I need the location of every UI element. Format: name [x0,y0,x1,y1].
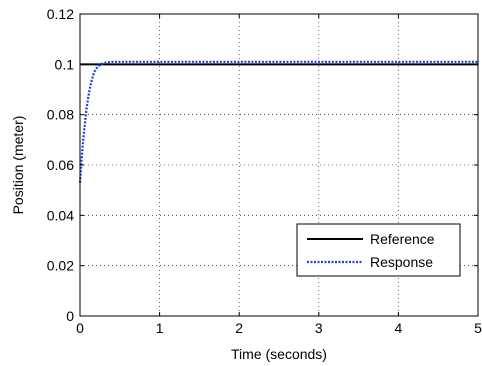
ticks: 0 1 2 3 4 5 0 0.02 0.04 0.06 0.08 0.1 0.12 [47,6,482,336]
legend: Reference Response [296,223,461,277]
y-tick-label: 0.02 [47,258,74,274]
y-tick-label: 0 [66,308,74,324]
y-axis-label: Position (meter) [10,116,26,215]
x-tick-label: 5 [474,320,482,336]
legend-label-reference: Reference [370,231,435,247]
legend-box [296,223,461,277]
x-tick-label: 1 [156,320,164,336]
x-axis-label: Time (seconds) [231,346,327,362]
x-tick-label: 0 [76,320,84,336]
y-tick-label: 0.04 [47,207,74,223]
x-tick-label: 4 [395,320,403,336]
series-line-response [78,60,478,183]
series-layer [78,60,478,183]
legend-label-response: Response [370,254,433,270]
x-tick-label: 3 [315,320,323,336]
y-tick-label: 0.12 [47,6,74,22]
y-tick-label: 0.1 [55,56,75,72]
y-tick-label: 0.08 [47,107,74,123]
y-tick-label: 0.06 [47,157,74,173]
x-tick-label: 2 [235,320,243,336]
